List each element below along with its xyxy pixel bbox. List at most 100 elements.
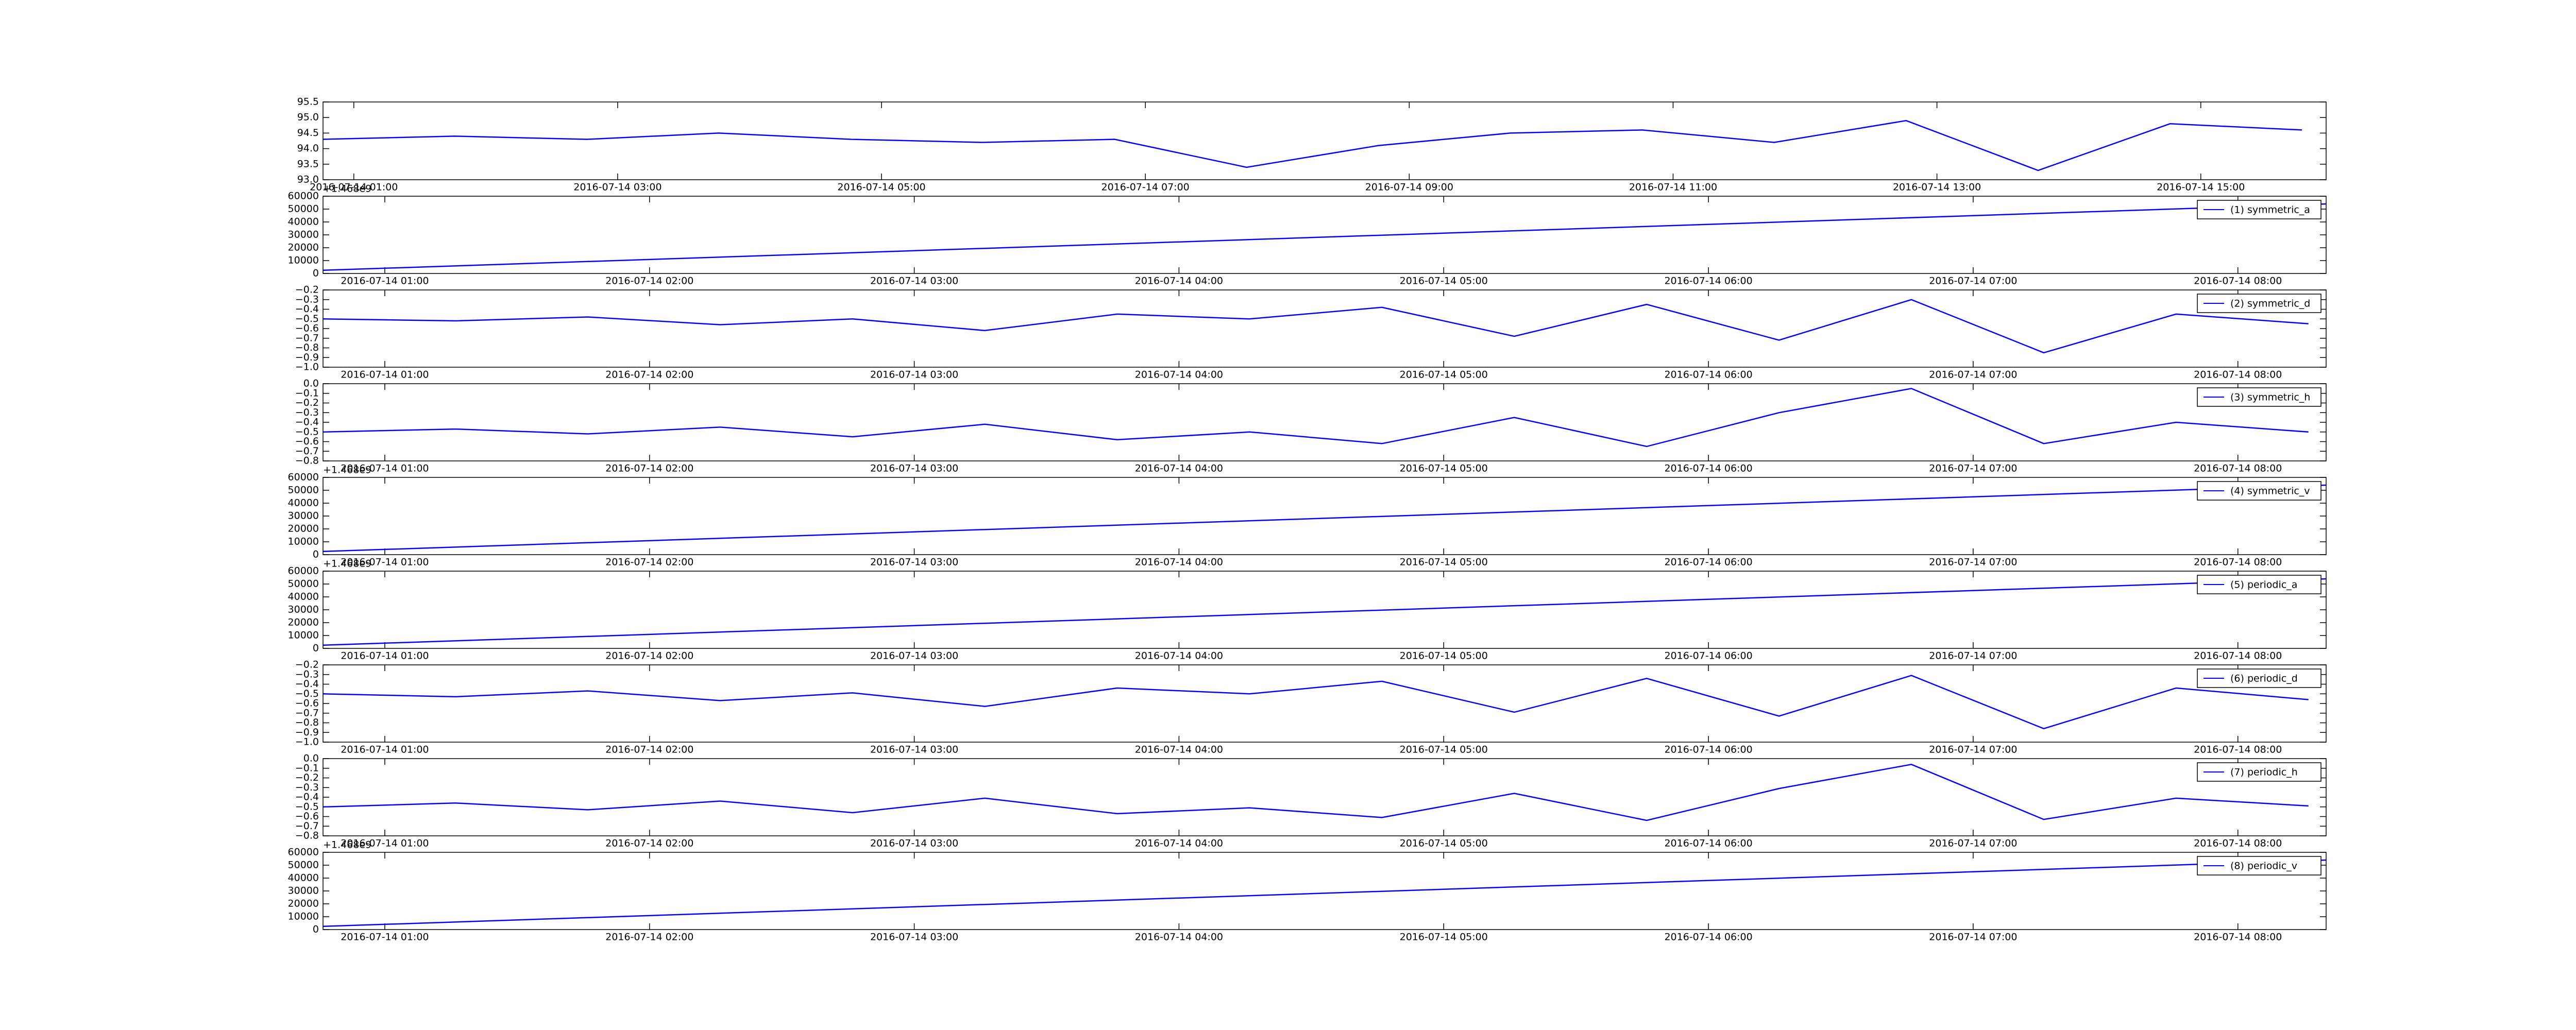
legend-label: (1) symmetric_a: [2230, 204, 2310, 216]
x-tick-label: 2016-07-14 06:00: [1664, 744, 1752, 756]
y-tick-label: −1.0: [295, 736, 319, 748]
y-tick-label: −0.9: [295, 352, 319, 363]
y-tick-label: 40000: [288, 497, 319, 509]
axes-frame: [323, 571, 2327, 649]
y-tick-label: 50000: [288, 485, 319, 496]
y-tick-label: −0.9: [295, 727, 319, 738]
x-tick-label: 2016-07-14 05:00: [1400, 276, 1488, 287]
y-tick-label: 0.0: [303, 378, 319, 389]
y-tick-label: −0.2: [295, 284, 319, 296]
y-tick-label: −0.8: [295, 342, 319, 353]
x-tick-label: 2016-07-14 07:00: [1929, 557, 2017, 568]
subplot: 01000020000300004000050000600002016-07-1…: [288, 465, 2327, 568]
x-tick-label: 2016-07-14 04:00: [1135, 650, 1223, 662]
x-tick-label: 2016-07-14 04:00: [1135, 463, 1223, 474]
y-tick-label: 20000: [288, 242, 319, 253]
x-tick-label: 2016-07-14 07:00: [1929, 276, 2017, 287]
y-tick-label: −0.3: [295, 407, 319, 418]
y-tick-label: 10000: [288, 255, 319, 266]
data-line: [323, 119, 2302, 171]
y-tick-label: 0.0: [303, 753, 319, 764]
y-tick-label: 50000: [288, 860, 319, 871]
subplot: −1.0−0.9−0.8−0.7−0.6−0.5−0.4−0.3−0.2 2016…: [295, 659, 2327, 756]
y-tick-label: −0.5: [295, 313, 319, 324]
subplot: −0.8−0.7−0.6−0.5−0.4−0.3−0.2−0.10.0 2016-…: [295, 378, 2327, 474]
y-tick-label: −0.5: [295, 688, 319, 699]
x-tick-label: 2016-07-14 02:00: [605, 369, 693, 381]
y-tick-label: 60000: [288, 565, 319, 577]
subplot: 93.0 93.5 94.0 94.5 95.0 95.5 2016-07-14 01:00…: [297, 96, 2327, 193]
y-tick-label: 93.0: [297, 174, 319, 185]
y-tick-label: −0.2: [295, 397, 319, 408]
x-tick-label: 2016-07-14 07:00: [1929, 838, 2017, 849]
y-tick-label: 60000: [288, 191, 319, 202]
y-tick-label: −0.6: [295, 811, 319, 822]
data-line: [323, 484, 2326, 553]
offset-text: +1.468e9: [323, 465, 371, 476]
offset-text: +1.468e9: [323, 839, 371, 851]
axes-frame: [323, 289, 2327, 368]
x-tick-label: 2016-07-14 07:00: [1101, 182, 1190, 193]
subplot: −1.0−0.9−0.8−0.7−0.6−0.5−0.4−0.3−0.2 2016…: [295, 284, 2327, 381]
y-tick-label: 20000: [288, 898, 319, 909]
x-tick-label: 2016-07-14 01:00: [341, 369, 429, 381]
x-tick-label: 2016-07-14 01:00: [341, 557, 429, 568]
legend-label: (8) periodic_v: [2230, 861, 2297, 872]
y-tick-label: −0.5: [295, 426, 319, 437]
y-tick-label: −0.4: [295, 303, 319, 315]
x-tick-label: 2016-07-14 08:00: [2194, 369, 2282, 381]
offset-text: +1.468e9: [323, 183, 371, 195]
y-tick-label: 30000: [288, 510, 319, 522]
y-tick-label: 50000: [288, 578, 319, 590]
y-tick-label: 20000: [288, 523, 319, 535]
x-tick-label: 2016-07-14 04:00: [1135, 369, 1223, 381]
axes-frame: [323, 664, 2327, 743]
x-tick-label: 2016-07-14 04:00: [1135, 838, 1223, 849]
x-tick-label: 2016-07-14 08:00: [2194, 276, 2282, 287]
legend-label: (4) symmetric_v: [2230, 486, 2310, 497]
x-tick-label: 2016-07-14 07:00: [1929, 650, 2017, 662]
y-tick-label: −0.6: [295, 323, 319, 334]
x-tick-label: 2016-07-14 06:00: [1664, 276, 1752, 287]
data-line: [323, 764, 2309, 821]
x-tick-label: 2016-07-14 03:00: [870, 557, 958, 568]
x-tick-label: 2016-07-14 05:00: [1400, 557, 1488, 568]
y-tick-label: 0: [313, 268, 319, 279]
y-tick-label: −0.1: [295, 762, 319, 774]
y-tick-label: 40000: [288, 591, 319, 603]
x-tick-label: 2016-07-14 05:00: [1400, 369, 1488, 381]
y-tick-label: −0.3: [295, 294, 319, 305]
y-tick-label: 30000: [288, 229, 319, 241]
x-tick-label: 2016-07-14 07:00: [1929, 463, 2017, 474]
offset-text: +1.468e9: [323, 558, 371, 570]
x-tick-label: 2016-07-14 03:00: [870, 276, 958, 287]
y-tick-label: −0.4: [295, 678, 319, 690]
y-tick-label: −0.4: [295, 417, 319, 428]
y-tick-label: 30000: [288, 604, 319, 615]
y-tick-label: 94.0: [297, 143, 319, 154]
x-tick-label: 2016-07-14 11:00: [1629, 182, 1717, 193]
y-tick-label: −0.7: [295, 445, 319, 457]
x-tick-label: 2016-07-14 05:00: [1400, 463, 1488, 474]
y-tick-label: 60000: [288, 847, 319, 858]
y-tick-label: −0.3: [295, 782, 319, 793]
x-tick-label: 2016-07-14 01:00: [341, 463, 429, 474]
axes-frame: [323, 383, 2327, 461]
y-tick-label: 0: [313, 549, 319, 560]
x-tick-label: 2016-07-14 02:00: [605, 557, 693, 568]
x-tick-label: 2016-07-14 03:00: [870, 463, 958, 474]
x-tick-label: 2016-07-14 08:00: [2194, 932, 2282, 943]
x-tick-label: 2016-07-14 15:00: [2157, 182, 2245, 193]
y-tick-label: 40000: [288, 872, 319, 884]
legend-label: (7) periodic_h: [2230, 767, 2298, 778]
x-tick-label: 2016-07-14 04:00: [1135, 557, 1223, 568]
y-tick-label: 40000: [288, 216, 319, 228]
x-tick-label: 2016-07-14 06:00: [1664, 650, 1752, 662]
subplot: 01000020000300004000050000600002016-07-1…: [288, 558, 2327, 662]
y-tick-label: 10000: [288, 536, 319, 547]
subplot: 01000020000300004000050000600002016-07-1…: [288, 183, 2327, 287]
y-tick-label: 20000: [288, 617, 319, 628]
data-line: [323, 675, 2309, 730]
y-tick-label: 95.0: [297, 112, 319, 123]
